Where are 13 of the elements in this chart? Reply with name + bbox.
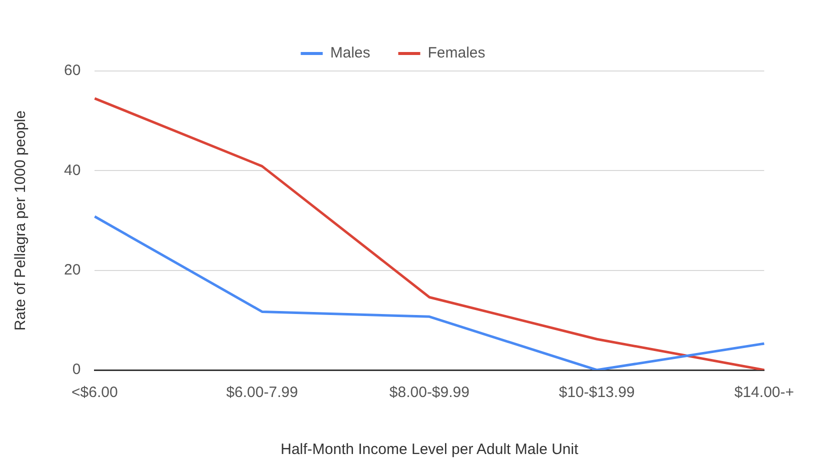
legend-label: Females	[428, 44, 486, 62]
x-tick-label: $14.00-+	[734, 384, 794, 402]
y-axis-title: Rate of Pellagra per 1000 people	[12, 110, 30, 331]
y-tick-label: 0	[72, 361, 81, 378]
legend-label: Males	[330, 44, 370, 62]
x-tick-label: $10-$13.99	[558, 384, 635, 402]
y-tick-label: 40	[64, 162, 81, 179]
y-tick-label: 20	[64, 261, 81, 278]
x-tick-label: $8.00-$9.99	[389, 384, 470, 402]
x-axis-title: Half-Month Income Level per Adult Male Unit	[280, 441, 580, 458]
y-tick-label: 60	[64, 62, 81, 80]
x-tick-label: <$6.00	[72, 384, 118, 402]
x-tick-label: $6.00-7.99	[226, 384, 298, 402]
